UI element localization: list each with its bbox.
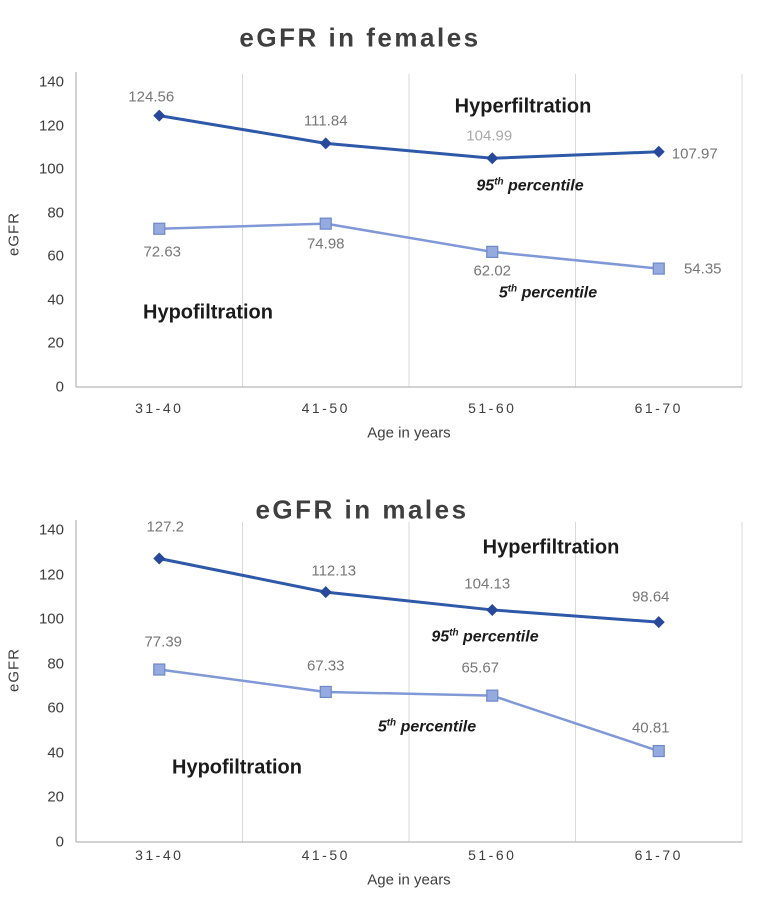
- y-tick-label: 120: [38, 566, 64, 584]
- y-tick-label: 80: [47, 204, 64, 222]
- series-line-5th-percentile: [159, 668, 660, 753]
- data-label: 104.99: [466, 127, 513, 145]
- annotation-5th-percentile: 5th percentile: [498, 283, 598, 302]
- y-tick-label: 0: [55, 378, 64, 396]
- data-label: 65.67: [461, 659, 500, 677]
- data-label: 98.64: [631, 588, 670, 606]
- annotation-hyperfiltration: Hyperfiltration: [454, 95, 592, 118]
- marker-diamond: [486, 603, 499, 616]
- data-label: 104.13: [464, 575, 511, 593]
- annotation-95th-percentile: 95th percentile: [476, 176, 584, 195]
- marker-diamond: [652, 616, 665, 629]
- annotation-hypofiltration: Hypofiltration: [143, 301, 273, 324]
- data-label: 72.63: [143, 243, 182, 261]
- marker-square: [652, 744, 665, 758]
- y-tick-label: 140: [38, 73, 64, 91]
- y-tick-label: 60: [47, 699, 64, 717]
- annotation-hypofiltration: Hypofiltration: [172, 756, 302, 779]
- marker-diamond: [652, 145, 665, 158]
- marker-square: [319, 685, 332, 699]
- chart-title: eGFR in females: [239, 22, 481, 53]
- data-label: 54.35: [683, 260, 722, 278]
- data-label: 124.56: [128, 88, 175, 106]
- marker-square: [319, 217, 332, 230]
- chart-egfr-females: eGFR in females eGFR Age in years 124.56…: [0, 0, 762, 450]
- y-tick-label: 40: [47, 291, 64, 309]
- x-tick-label: 61-70: [634, 400, 683, 416]
- annotation-95th-percentile: 95th percentile: [431, 627, 539, 646]
- plot-area-males: [75, 520, 743, 843]
- data-label: 111.84: [303, 112, 348, 130]
- data-label: 77.39: [144, 633, 183, 651]
- data-label: 67.33: [306, 657, 345, 675]
- x-axis-label: Age in years: [367, 871, 451, 889]
- y-tick-label: 60: [47, 247, 64, 265]
- x-tick-label: 31-40: [135, 847, 184, 863]
- x-tick-label: 51-60: [468, 847, 517, 863]
- data-label: 74.98: [306, 235, 345, 253]
- series-line-95th-percentile: [158, 557, 659, 624]
- y-tick-label: 0: [55, 833, 64, 851]
- series-line-5th-percentile: [159, 222, 659, 270]
- series-line-95th-percentile: [159, 114, 659, 160]
- x-axis-label: Age in years: [367, 424, 451, 442]
- y-tick-label: 100: [38, 610, 64, 628]
- data-label: 112.13: [311, 562, 357, 580]
- y-axis-label: eGFR: [5, 211, 23, 257]
- y-tick-label: 40: [47, 744, 64, 762]
- marker-square: [153, 663, 166, 676]
- plot-area-females: [75, 72, 743, 388]
- x-tick-label: 31-40: [135, 400, 184, 416]
- x-tick-label: 41-50: [301, 400, 350, 416]
- x-tick-label: 51-60: [468, 400, 517, 416]
- marker-square: [652, 262, 665, 275]
- annotation-5th-percentile: 5th percentile: [377, 717, 477, 736]
- chart-title: eGFR in males: [255, 494, 469, 525]
- y-tick-label: 140: [38, 521, 64, 539]
- y-tick-label: 120: [38, 117, 64, 135]
- x-tick-label: 61-70: [634, 847, 683, 863]
- chart-egfr-males: eGFR in males eGFR Age in years 127.2 112…: [0, 450, 762, 915]
- marker-square: [486, 689, 499, 702]
- marker-diamond: [153, 552, 166, 565]
- y-tick-label: 100: [38, 160, 64, 178]
- annotation-hyperfiltration: Hyperfiltration: [482, 536, 620, 559]
- y-tick-label: 20: [47, 788, 64, 806]
- y-tick-label: 20: [47, 334, 64, 352]
- y-axis-label: eGFR: [5, 647, 23, 693]
- x-tick-label: 41-50: [301, 847, 350, 863]
- data-label: 127.2: [146, 518, 185, 536]
- marker-diamond: [153, 109, 166, 122]
- marker-square: [486, 245, 499, 258]
- marker-diamond: [319, 137, 332, 150]
- data-label: 62.02: [473, 262, 512, 280]
- marker-diamond: [486, 152, 499, 165]
- marker-diamond: [319, 586, 332, 599]
- y-tick-label: 80: [47, 655, 64, 673]
- data-label: 40.81: [631, 719, 670, 737]
- data-label: 107.97: [671, 145, 718, 163]
- marker-square: [153, 222, 166, 235]
